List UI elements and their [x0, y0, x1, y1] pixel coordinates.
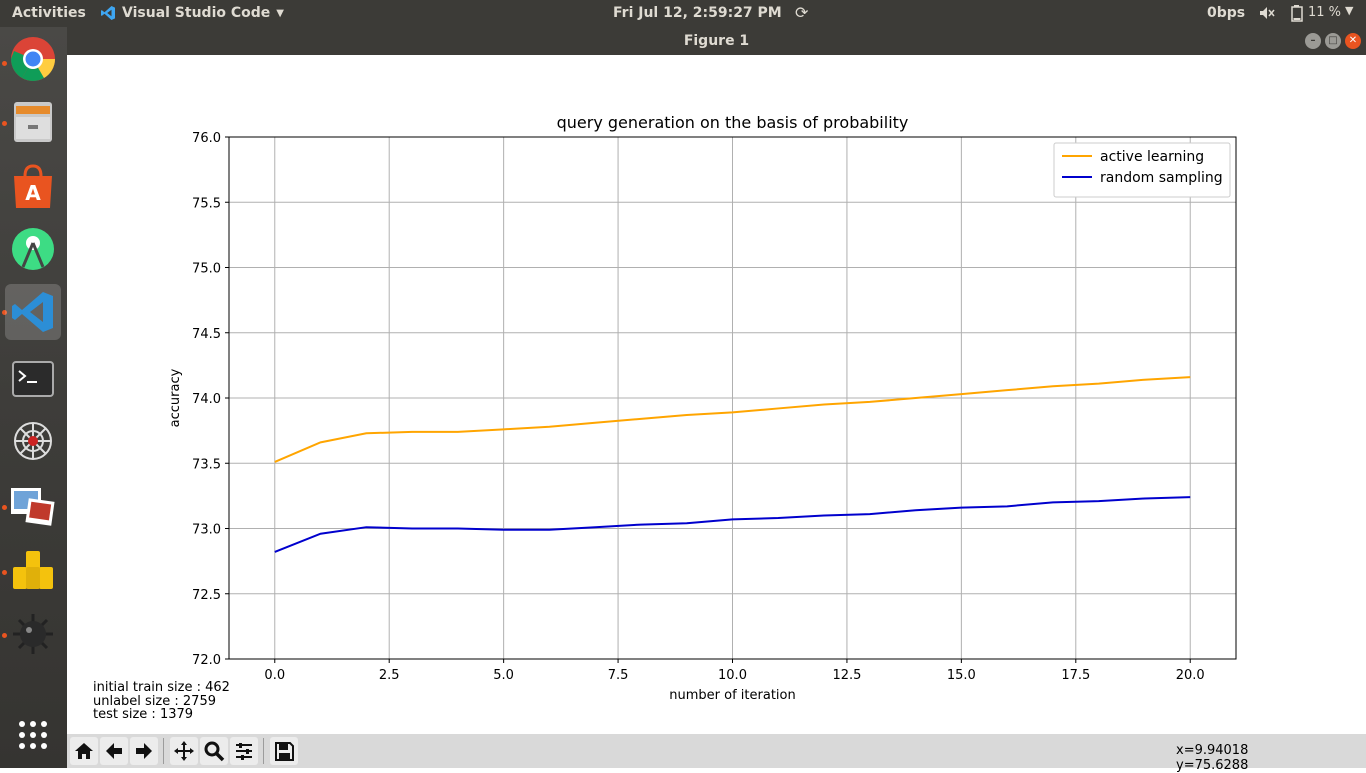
close-icon[interactable]: ✕ [1345, 33, 1361, 49]
y-tick-label: 73.0 [192, 523, 221, 538]
system-menu-chevron-icon[interactable]: ▼ [1345, 4, 1354, 17]
toolbar-separator [163, 738, 164, 764]
x-tick-label: 2.5 [379, 668, 400, 683]
files-icon[interactable] [5, 93, 61, 149]
y-tick-label: 73.5 [192, 457, 221, 472]
figure-canvas[interactable]: 0.0 2.5 5.0 7.5 10.0 12.5 15.0 17.5 20.0 72.0 72.5… [67, 55, 1366, 734]
refresh-icon[interactable]: ⟳ [795, 3, 809, 22]
cursor-coordinates: x=9.94018 y=75.6288 [1176, 743, 1366, 773]
y-tick-label: 75.5 [192, 196, 221, 211]
running-indicator [2, 61, 7, 66]
y-tick-label: 76.0 [192, 131, 221, 146]
maximize-icon[interactable]: □ [1325, 33, 1341, 49]
mahjongg-icon[interactable] [5, 543, 61, 599]
running-indicator [2, 310, 7, 315]
configure-subplots-icon[interactable] [230, 737, 258, 765]
pan-icon[interactable] [170, 737, 198, 765]
chart-title: query generation on the basis of probabi… [557, 113, 909, 132]
toolbar-separator [263, 738, 264, 764]
x-tick-label: 20.0 [1176, 668, 1205, 683]
test-size-text: test size : 1379 [93, 707, 194, 722]
x-tick-label: 15.0 [947, 668, 976, 683]
volume-icon[interactable] [1258, 4, 1276, 22]
forward-icon[interactable] [130, 737, 158, 765]
x-axis-label: number of iteration [669, 688, 795, 703]
series-line-random-sampling [274, 496, 1191, 553]
zoom-icon[interactable] [200, 737, 228, 765]
save-icon[interactable] [270, 737, 298, 765]
series-line-active-learning [274, 376, 1191, 463]
chrome-icon[interactable] [5, 31, 61, 87]
running-indicator [2, 633, 7, 638]
top-panel: Activities Visual Studio Code ▼ Fri Jul … [0, 0, 1366, 27]
svg-text:A: A [25, 181, 41, 205]
x-tick-label: 10.0 [718, 668, 747, 683]
y-tick-label: 74.5 [192, 327, 221, 342]
legend-box [1053, 142, 1231, 198]
vscode-icon[interactable] [5, 284, 61, 340]
running-indicator [2, 121, 7, 126]
running-indicator [2, 505, 7, 510]
y-tick-label: 72.5 [192, 588, 221, 603]
window-titlebar[interactable]: Figure 1 – □ ✕ [67, 27, 1366, 55]
back-icon[interactable] [100, 737, 128, 765]
home-icon[interactable] [70, 737, 98, 765]
app-menu-label: Visual Studio Code [122, 5, 271, 21]
plot-frame [228, 136, 1237, 660]
legend-label: random sampling [1100, 170, 1223, 186]
app-menu[interactable]: Visual Studio Code ▼ [100, 5, 284, 21]
terminal-icon[interactable] [5, 351, 61, 407]
software-center-icon[interactable]: A [5, 158, 61, 214]
minimize-icon[interactable]: – [1305, 33, 1321, 49]
mines-icon[interactable] [5, 606, 61, 662]
launcher: A [0, 27, 67, 768]
spider-icon[interactable] [5, 413, 61, 469]
vscode-small-icon [101, 6, 115, 20]
chevron-down-icon: ▼ [276, 7, 284, 19]
android-studio-icon[interactable] [5, 221, 61, 277]
battery-percentage: 11 % [1308, 5, 1342, 20]
y-tick-label: 74.0 [192, 392, 221, 407]
matplotlib-toolbar [67, 734, 1366, 768]
dataset-info: initial train size : 462 unlabel size : … [93, 681, 230, 722]
y-tick-label: 72.0 [192, 653, 221, 668]
x-tick-label: 5.0 [493, 668, 514, 683]
train-size-text: initial train size : 462 [93, 680, 230, 695]
x-tick-label: 17.5 [1061, 668, 1090, 683]
y-tick-label: 75.0 [192, 262, 221, 277]
app-grid-icon[interactable] [5, 707, 61, 763]
window-title: Figure 1 [683, 33, 750, 49]
x-tick-label: 7.5 [608, 668, 629, 683]
x-tick-label: 12.5 [832, 668, 861, 683]
legend-label: active learning [1100, 149, 1204, 165]
activities-button[interactable]: Activities [12, 5, 86, 21]
running-indicator [2, 570, 7, 575]
unlabel-size-text: unlabel size : 2759 [93, 693, 216, 709]
y-axis-label: accuracy [168, 368, 183, 427]
cursor-x: x=9.94018 [1176, 743, 1249, 758]
battery-icon[interactable] [1290, 4, 1304, 22]
chart[interactable]: 0.0 2.5 5.0 7.5 10.0 12.5 15.0 17.5 20.0 72.0 72.5… [67, 55, 1366, 734]
clock[interactable]: Fri Jul 12, 2:59:27 PM [613, 5, 782, 21]
cursor-y: y=75.6288 [1176, 758, 1249, 773]
network-speed[interactable]: 0bps [1207, 5, 1246, 21]
image-viewer-icon[interactable] [5, 478, 61, 534]
x-tick-label: 0.0 [264, 668, 285, 683]
